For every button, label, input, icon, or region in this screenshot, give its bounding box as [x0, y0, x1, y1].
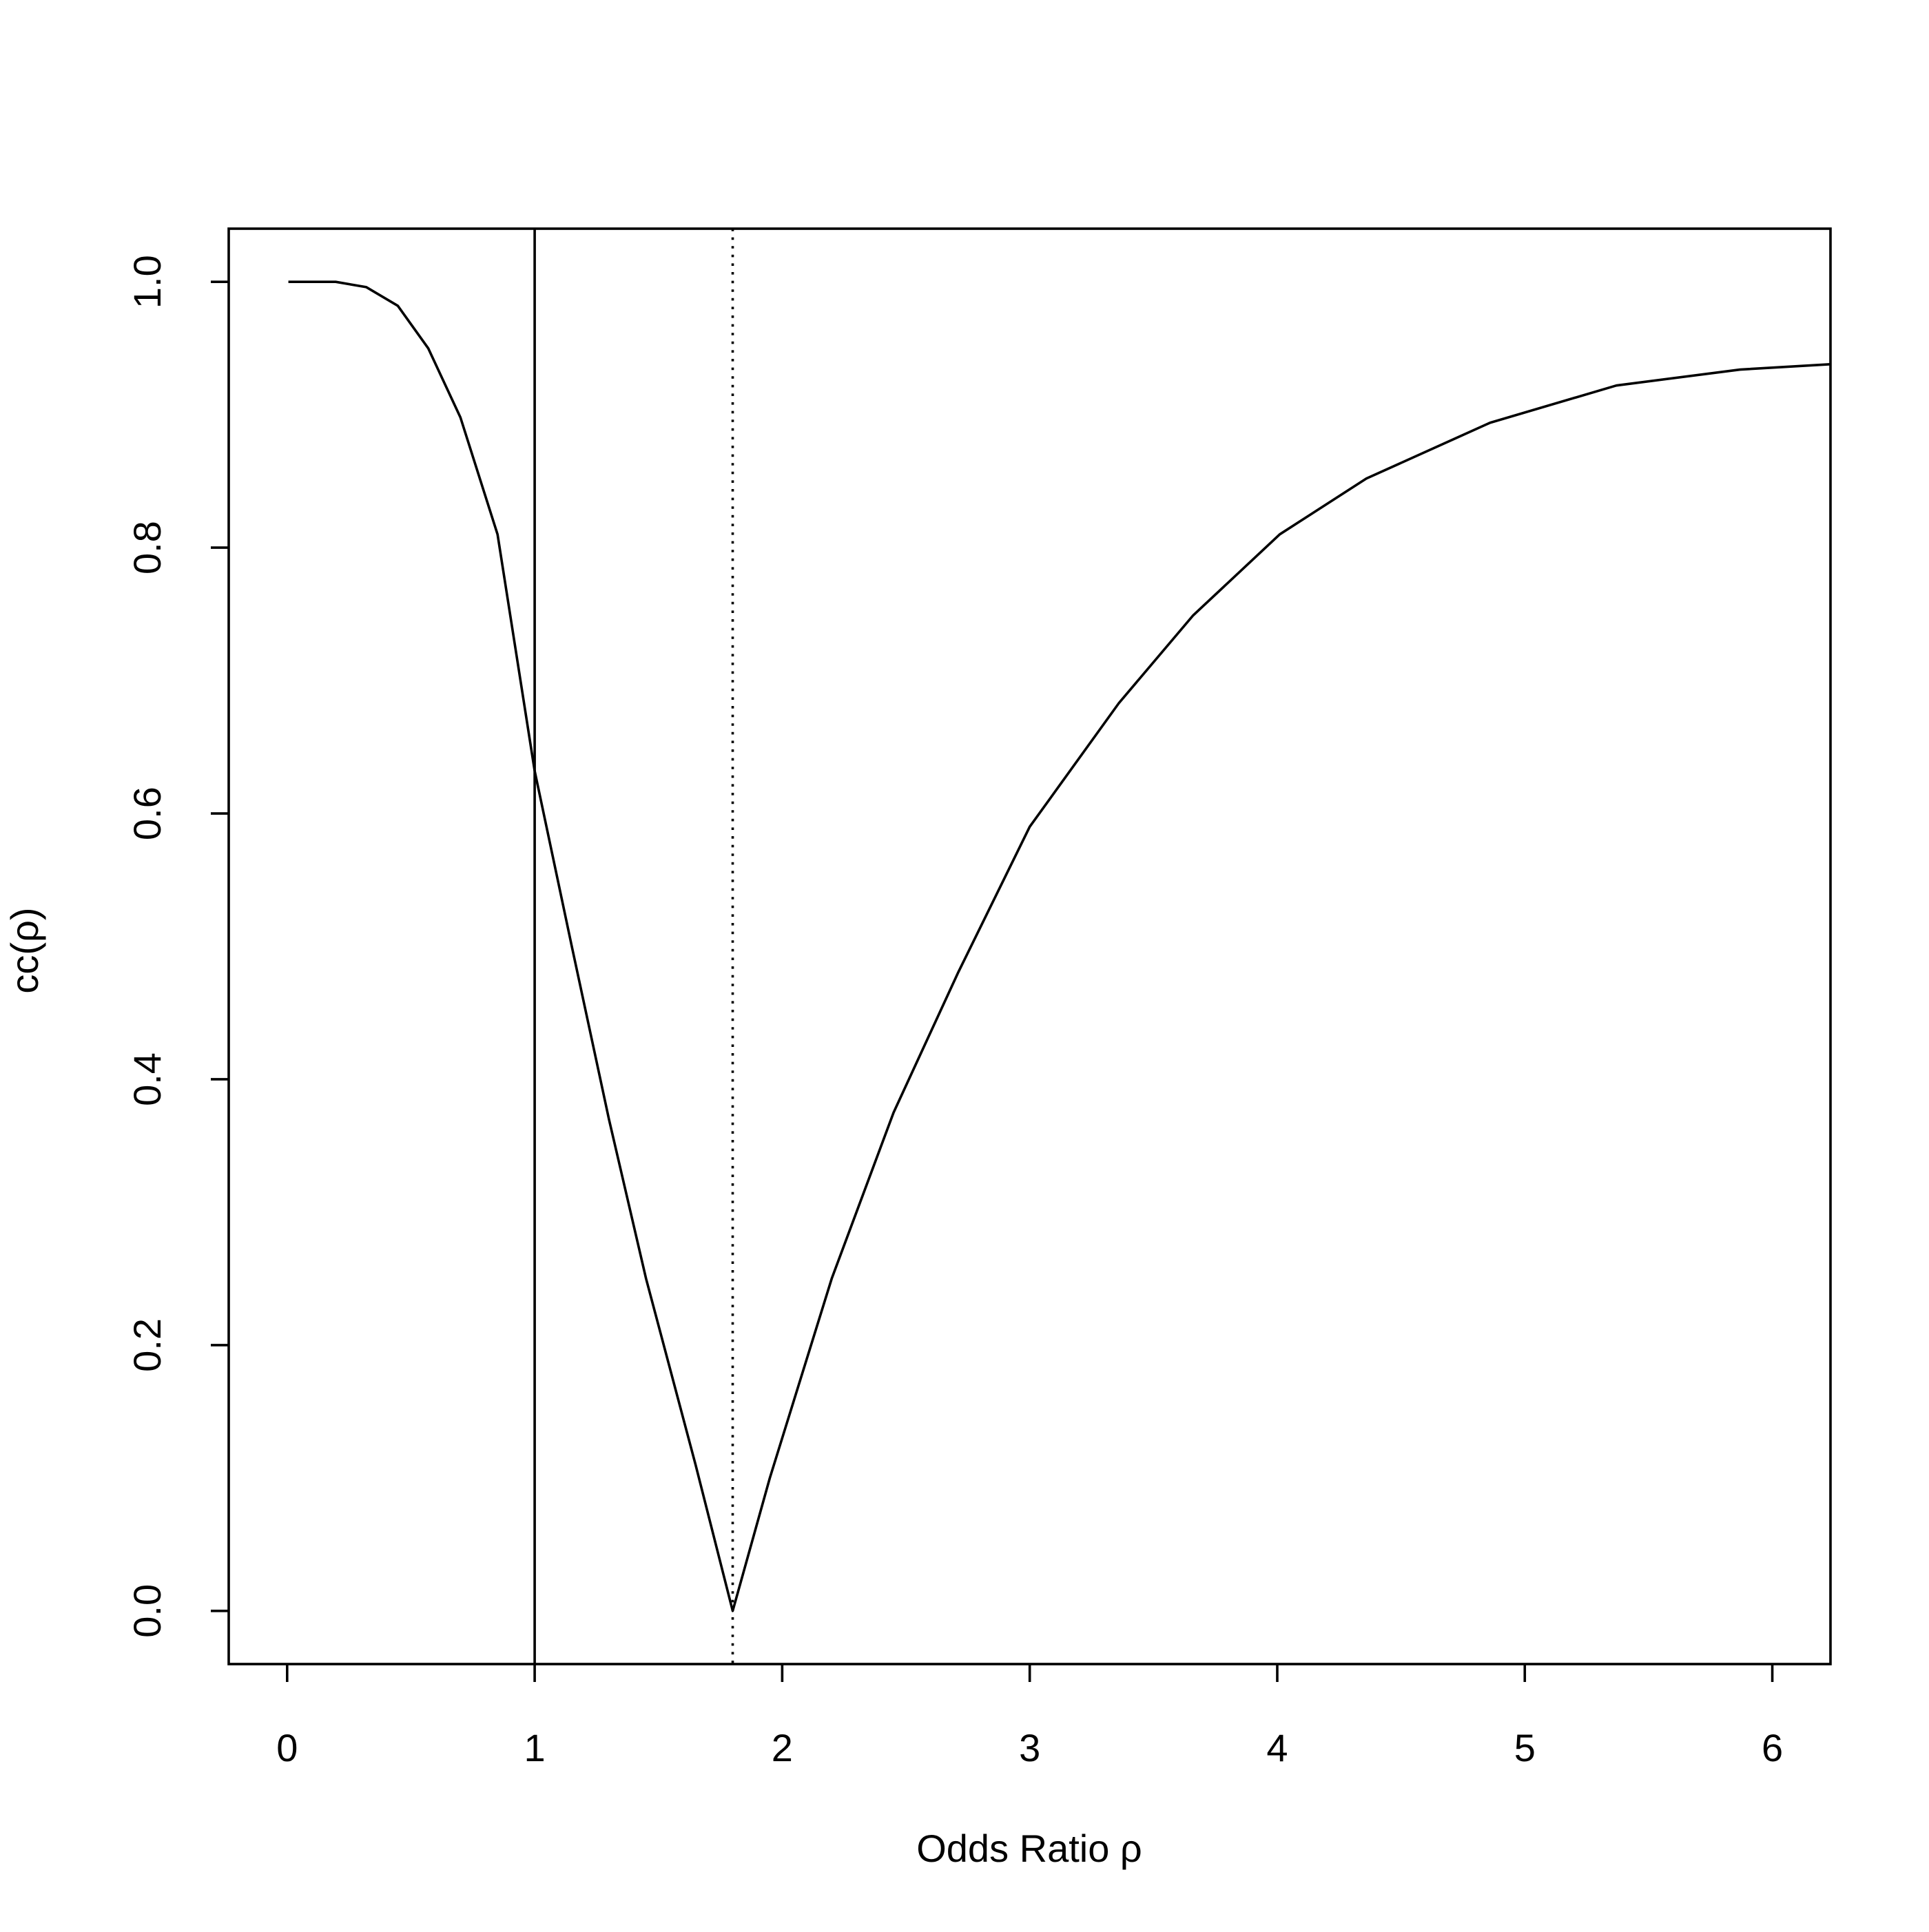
y-tick-label: 0.2 [125, 1318, 169, 1372]
x-tick-label: 6 [1762, 1726, 1783, 1769]
data-line [288, 280, 1830, 1612]
x-axis-label: Odds Ratio ρ [916, 1827, 1142, 1870]
x-tick-label: 4 [1266, 1726, 1288, 1769]
y-tick-label: 0.8 [125, 521, 169, 574]
plot-frame [227, 227, 1832, 1665]
y-tick-label: 0.4 [125, 1052, 169, 1106]
x-tick-label: 1 [524, 1726, 546, 1769]
y-tick-label: 1.0 [125, 255, 169, 309]
y-tick-label: 0.0 [125, 1584, 169, 1638]
y-axis-label: cc(ρ) [3, 907, 46, 993]
x-tick-label: 5 [1514, 1726, 1536, 1769]
x-tick-label: 0 [276, 1726, 298, 1769]
x-tick-label: 2 [772, 1726, 793, 1769]
x-tick-label: 3 [1019, 1726, 1040, 1769]
y-tick-label: 0.6 [125, 787, 169, 840]
